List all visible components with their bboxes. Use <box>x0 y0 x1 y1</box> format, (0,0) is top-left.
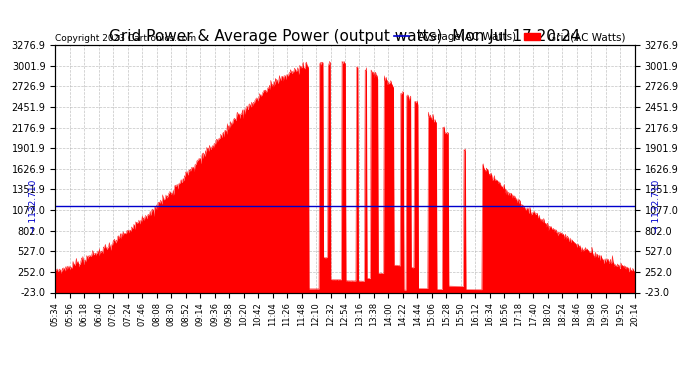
Text: → 1132.710: → 1132.710 <box>29 179 38 232</box>
Legend: Average(AC Watts), Grid(AC Watts): Average(AC Watts), Grid(AC Watts) <box>389 28 629 46</box>
Text: → 1132.710: → 1132.710 <box>652 179 661 232</box>
Text: Copyright 2023 Cartronics.com: Copyright 2023 Cartronics.com <box>55 34 197 43</box>
Title: Grid Power & Average Power (output watts)  Mon Jul 17 20:24: Grid Power & Average Power (output watts… <box>110 29 580 44</box>
